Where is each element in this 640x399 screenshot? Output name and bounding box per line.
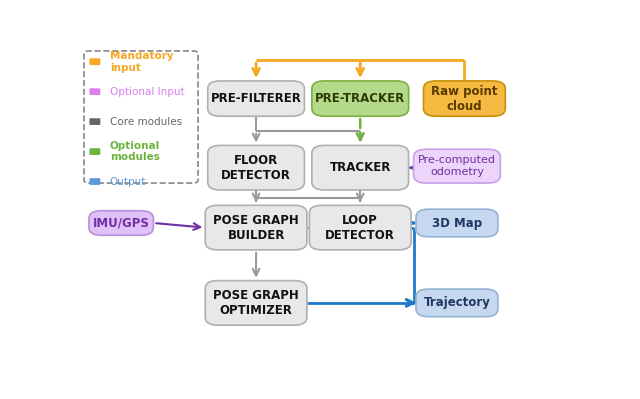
FancyBboxPatch shape bbox=[208, 145, 305, 190]
Text: Optional
modules: Optional modules bbox=[110, 141, 160, 162]
Text: Mandatory
input: Mandatory input bbox=[110, 51, 173, 73]
Text: Trajectory: Trajectory bbox=[424, 296, 490, 309]
Text: FLOOR
DETECTOR: FLOOR DETECTOR bbox=[221, 154, 291, 182]
Text: PRE-TRACKER: PRE-TRACKER bbox=[315, 92, 405, 105]
FancyBboxPatch shape bbox=[89, 211, 154, 235]
Text: Pre-computed
odometry: Pre-computed odometry bbox=[418, 155, 496, 177]
Text: Optional Input: Optional Input bbox=[110, 87, 184, 97]
FancyBboxPatch shape bbox=[84, 51, 198, 183]
Text: Core modules: Core modules bbox=[110, 117, 182, 126]
FancyBboxPatch shape bbox=[312, 145, 408, 190]
FancyBboxPatch shape bbox=[416, 209, 498, 237]
FancyBboxPatch shape bbox=[90, 148, 100, 155]
FancyBboxPatch shape bbox=[90, 88, 100, 95]
FancyBboxPatch shape bbox=[205, 205, 307, 250]
FancyBboxPatch shape bbox=[309, 205, 411, 250]
Text: LOOP
DETECTOR: LOOP DETECTOR bbox=[325, 213, 395, 242]
FancyBboxPatch shape bbox=[424, 81, 506, 116]
Text: TRACKER: TRACKER bbox=[330, 161, 391, 174]
Text: Output: Output bbox=[110, 176, 146, 186]
FancyBboxPatch shape bbox=[208, 81, 305, 116]
FancyBboxPatch shape bbox=[90, 118, 100, 125]
Text: POSE GRAPH
OPTIMIZER: POSE GRAPH OPTIMIZER bbox=[213, 289, 299, 317]
FancyBboxPatch shape bbox=[413, 149, 500, 183]
FancyBboxPatch shape bbox=[416, 289, 498, 317]
FancyBboxPatch shape bbox=[205, 280, 307, 325]
Text: POSE GRAPH
BUILDER: POSE GRAPH BUILDER bbox=[213, 213, 299, 242]
Text: 3D Map: 3D Map bbox=[432, 217, 482, 229]
FancyBboxPatch shape bbox=[90, 58, 100, 65]
Text: PRE-FILTERER: PRE-FILTERER bbox=[211, 92, 301, 105]
FancyBboxPatch shape bbox=[90, 178, 100, 185]
Text: Raw point
cloud: Raw point cloud bbox=[431, 85, 498, 113]
Text: IMU/GPS: IMU/GPS bbox=[93, 217, 150, 229]
FancyBboxPatch shape bbox=[312, 81, 408, 116]
